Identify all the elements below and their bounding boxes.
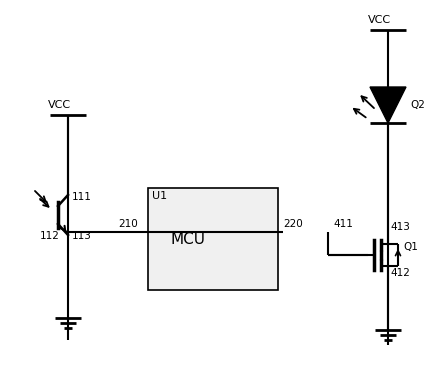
Text: 111: 111: [72, 192, 92, 202]
Text: VCC: VCC: [48, 100, 71, 110]
Text: 412: 412: [390, 268, 410, 278]
Text: U1: U1: [152, 191, 167, 201]
Text: Q2: Q2: [410, 100, 425, 110]
Text: 413: 413: [390, 222, 410, 232]
Text: VCC: VCC: [368, 15, 391, 25]
Text: 113: 113: [72, 231, 92, 241]
Polygon shape: [370, 87, 406, 123]
Text: 411: 411: [333, 219, 353, 229]
Text: 210: 210: [118, 219, 138, 229]
Bar: [148, 188, 278, 290]
Text: 220: 220: [283, 219, 303, 229]
Text: MCU: MCU: [170, 231, 205, 246]
Text: Q1: Q1: [403, 242, 418, 252]
Text: 112: 112: [40, 231, 60, 241]
